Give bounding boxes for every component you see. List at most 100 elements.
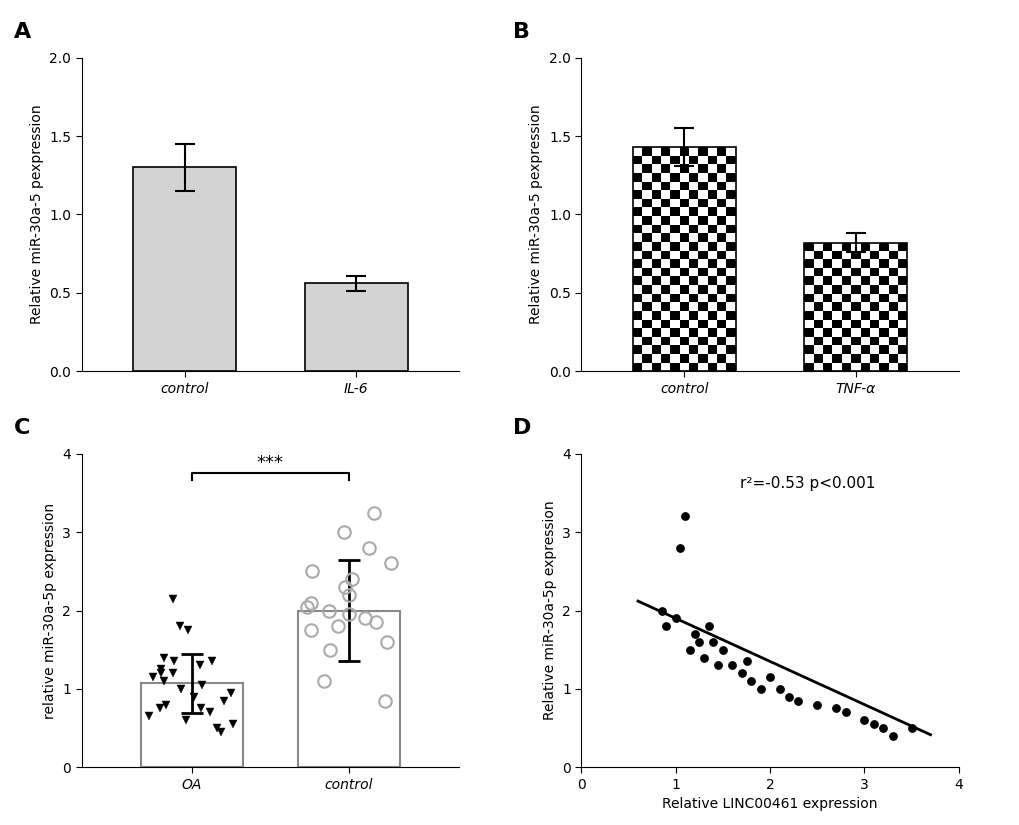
Bar xyxy=(851,251,860,259)
Bar xyxy=(660,346,669,354)
Bar xyxy=(688,276,698,285)
Bar xyxy=(632,354,642,363)
Bar xyxy=(698,233,707,242)
Bar xyxy=(888,268,897,276)
Bar xyxy=(698,268,707,276)
Bar xyxy=(688,191,698,199)
Bar xyxy=(679,156,688,164)
Point xyxy=(761,671,777,684)
Bar xyxy=(851,285,860,294)
Bar xyxy=(707,302,716,311)
Bar xyxy=(642,268,651,276)
Bar xyxy=(851,243,860,251)
Bar xyxy=(679,276,688,285)
Bar xyxy=(688,242,698,251)
Bar xyxy=(822,346,832,354)
Bar xyxy=(851,346,860,354)
Bar xyxy=(716,199,726,207)
Bar xyxy=(888,354,897,363)
Point xyxy=(837,705,853,719)
Bar xyxy=(698,294,707,302)
Bar xyxy=(860,337,869,346)
Bar xyxy=(660,302,669,311)
Bar xyxy=(822,311,832,319)
Bar xyxy=(841,319,851,328)
Point xyxy=(874,721,891,735)
Bar xyxy=(822,319,832,328)
Point xyxy=(704,635,720,648)
Bar xyxy=(632,233,642,242)
Bar xyxy=(716,242,726,251)
Bar xyxy=(688,268,698,276)
Bar xyxy=(822,285,832,294)
Bar xyxy=(726,346,735,354)
Bar xyxy=(822,328,832,337)
Bar xyxy=(698,276,707,285)
Bar xyxy=(878,319,888,328)
Bar xyxy=(860,268,869,276)
Bar xyxy=(716,311,726,319)
Bar xyxy=(688,311,698,319)
Bar xyxy=(632,285,642,294)
Bar xyxy=(804,328,813,337)
Bar xyxy=(804,243,813,251)
Bar xyxy=(698,199,707,207)
Y-axis label: Relative miR-30a-5p expression: Relative miR-30a-5p expression xyxy=(542,501,556,720)
Bar xyxy=(878,268,888,276)
Bar xyxy=(869,268,878,276)
Bar xyxy=(642,147,651,156)
Bar xyxy=(878,363,888,371)
Bar xyxy=(660,276,669,285)
Bar xyxy=(632,182,642,191)
Bar xyxy=(804,337,813,346)
Bar xyxy=(707,346,716,354)
Bar xyxy=(642,302,651,311)
Bar xyxy=(651,337,660,346)
Point xyxy=(790,694,806,707)
Bar xyxy=(832,354,841,363)
Bar xyxy=(860,346,869,354)
Bar xyxy=(632,276,642,285)
Bar xyxy=(804,268,813,276)
Bar xyxy=(869,337,878,346)
Bar xyxy=(726,224,735,233)
Bar xyxy=(841,294,851,302)
Bar xyxy=(897,354,907,363)
Bar xyxy=(698,191,707,199)
Bar xyxy=(716,302,726,311)
Point xyxy=(742,675,758,688)
Bar xyxy=(679,319,688,328)
Bar xyxy=(651,276,660,285)
Bar xyxy=(698,285,707,294)
Bar xyxy=(688,224,698,233)
Bar xyxy=(669,233,679,242)
Bar xyxy=(804,354,813,363)
Bar xyxy=(841,302,851,311)
Bar xyxy=(804,259,813,268)
Bar xyxy=(707,216,716,224)
Bar xyxy=(707,251,716,259)
Bar xyxy=(716,328,726,337)
Bar xyxy=(878,311,888,319)
Bar xyxy=(726,191,735,199)
Bar xyxy=(642,216,651,224)
Bar xyxy=(832,294,841,302)
Bar xyxy=(688,346,698,354)
Bar xyxy=(897,243,907,251)
Bar xyxy=(813,302,822,311)
Bar xyxy=(632,251,642,259)
Bar xyxy=(804,243,907,371)
Bar xyxy=(660,182,669,191)
Bar xyxy=(698,251,707,259)
Bar xyxy=(841,337,851,346)
Bar xyxy=(851,268,860,276)
Bar xyxy=(707,233,716,242)
Bar xyxy=(632,328,642,337)
Bar xyxy=(897,302,907,311)
Bar xyxy=(660,224,669,233)
Bar xyxy=(642,259,651,268)
X-axis label: Relative LINC00461 expression: Relative LINC00461 expression xyxy=(661,797,877,811)
Bar xyxy=(651,319,660,328)
Bar xyxy=(716,233,726,242)
Bar xyxy=(888,294,897,302)
